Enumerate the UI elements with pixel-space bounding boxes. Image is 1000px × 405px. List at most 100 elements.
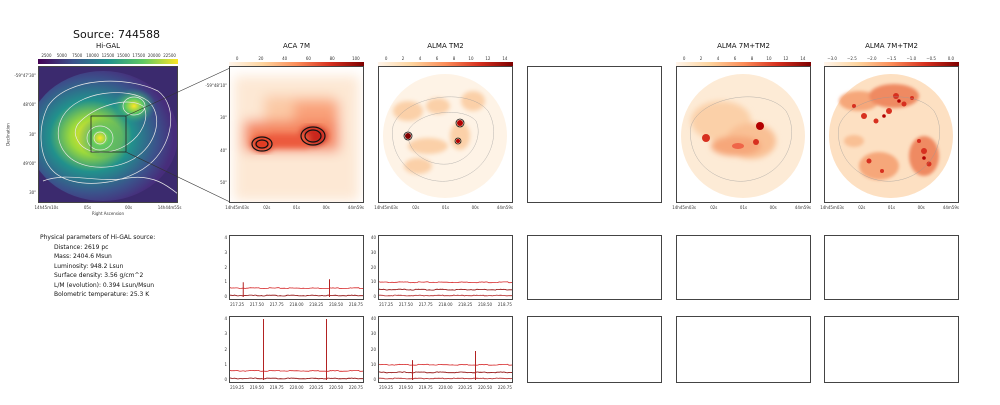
spec1-aca-ytick-0: 4: [224, 235, 227, 240]
spec1-aca-xtick-5: 218.50: [329, 302, 344, 307]
spec2-aca-xtick-3: 220.00: [289, 385, 304, 390]
cb-higal-tick-8: 22500: [163, 53, 176, 58]
higal-ytick-4: 30": [29, 190, 36, 195]
panel-title-almatm2: ALMA TM2: [427, 42, 464, 50]
panel-title-higal: Hi-GAL: [95, 42, 121, 50]
colorbar-higal: [38, 59, 178, 64]
aca-ytick-2: 40": [220, 147, 227, 153]
panel-title-combo: ALMA 7M+TM2: [717, 42, 770, 50]
y-ticks-higal: -59°47'30" 48'00" 30" 49'00" 30": [0, 66, 36, 203]
tm2-xtick-2: 01s: [441, 205, 450, 210]
spec2-aca-ytick-0: 4: [224, 316, 227, 321]
spec1-tm2-xtick-0: 217.25: [379, 302, 394, 307]
spec1-aca-ytick-4: 0: [224, 294, 227, 299]
x-ticks-spectrum-aca7m-row2: 219.25 219.50 219.75 220.00 220.25 220.50 220.…: [229, 385, 364, 391]
spec1-tm2-ytick-2: 20: [370, 264, 376, 270]
heatmap-combo: [676, 66, 811, 203]
spec1-tm2-xtick-3: 218.00: [438, 302, 453, 307]
cb-combo-tick-0: 0: [682, 56, 686, 61]
frame-combolog: [824, 66, 959, 203]
spectrum-aca7m-row2: [229, 319, 364, 380]
spectrum-series-0: [229, 287, 364, 290]
aca-xtick-1: 02s: [263, 205, 271, 210]
spec1-tm2-xtick-1: 217.50: [398, 302, 413, 307]
y-ticks-spectrum-aca7m-row1: 4 3 2 1 0: [219, 235, 227, 300]
x-ticks-spectrum-almatm2-row1: 217.25 217.50 217.75 218.00 218.25 218.50 218.…: [378, 302, 513, 308]
spec2-tm2-xtick-3: 220.00: [438, 385, 453, 390]
spectrum-series-2: [378, 377, 513, 380]
cb-aca-tick-5: 100: [352, 56, 360, 61]
panel-title-aca7m: ACA 7M: [282, 42, 311, 50]
spec2-aca-ytick-2: 2: [224, 346, 227, 352]
spec2-tm2-ytick-0: 40: [370, 316, 376, 321]
colorbar-ticks-combo: 0 2 4 6 8 10 12 14: [676, 56, 811, 61]
aca-xtick-4: 44m59s: [347, 205, 364, 210]
spec1-tm2-xtick-5: 218.50: [478, 302, 493, 307]
spec1-aca-ytick-1: 3: [224, 249, 227, 255]
spec1-tm2-ytick-4: 0: [373, 294, 376, 299]
y-ticks-spectrum-almatm2-row1: 40 30 20 10 0: [366, 235, 376, 300]
higal-xtick-3: 14h44m55s: [157, 205, 182, 210]
x-ticks-combolog: 14h45m03s 02s 01s 00s 44m59s: [820, 205, 959, 211]
spec1-aca-xtick-0: 217.25: [230, 302, 245, 307]
aca-ytick-0: -59°48'10": [205, 83, 227, 88]
log-xtick-3: 00s: [917, 205, 925, 210]
aca-ytick-3: 50": [220, 180, 227, 185]
spec1-aca-ytick-2: 2: [224, 264, 227, 270]
colorbar-combo: [676, 62, 811, 66]
x-ticks-combo: 14h45m03s 02s 01s 00s 44m59s: [672, 205, 811, 211]
combo-xtick-1: 02s: [710, 205, 718, 210]
spec1-tm2-ytick-1: 30: [370, 249, 376, 255]
x-ticks-almatm2: 14h45m03s 02s 01s 00s 44m59s: [374, 205, 513, 211]
spec2-tm2-ytick-2: 20: [370, 346, 376, 352]
cb-log-tick-6: 0.0: [947, 56, 955, 61]
spec2-tm2-ytick-1: 30: [370, 331, 376, 337]
source-title: Source: 744588: [73, 28, 160, 41]
cb-log-tick-5: −0.5: [926, 56, 936, 61]
frame-spectrum-almatm2-row1: [378, 235, 513, 300]
cb-higal-tick-2: 7500: [72, 53, 83, 58]
aca-xtick-3: 00s: [322, 205, 330, 210]
spec1-tm2-xtick-6: 218.75: [497, 302, 512, 307]
cb-combo-tick-5: 10: [766, 56, 772, 61]
empty-panel-1: [527, 66, 662, 203]
frame-higal: [38, 66, 178, 203]
colorbar-almatm2: [378, 62, 513, 66]
param-distance: Distance: 2619 pc: [54, 243, 109, 251]
spec2-tm2-xtick-0: 219.25: [379, 385, 394, 390]
spec2-aca-ytick-1: 3: [224, 331, 227, 337]
param-temperature: Bolometric temperature: 25.3 K: [54, 291, 150, 298]
cb-aca-tick-2: 40: [282, 56, 288, 61]
cb-higal-tick-6: 17500: [132, 53, 146, 58]
spec1-tm2-ytick-0: 40: [370, 235, 376, 240]
higal-ytick-0: -59°47'30": [14, 73, 36, 78]
spec2-aca-ytick-3: 1: [224, 361, 227, 367]
spec2-tm2-xtick-2: 219.75: [418, 385, 433, 390]
spec2-tm2-ytick-4: 0: [373, 377, 376, 382]
xlabel-higal: Right Ascension: [92, 211, 124, 216]
spec1-aca-ytick-3: 1: [224, 279, 227, 285]
cb-tm2-tick-0: 0: [384, 56, 388, 61]
cb-combo-tick-7: 14: [800, 56, 806, 61]
colorbar-aca7m: [229, 62, 364, 66]
cb-tm2-tick-5: 10: [468, 56, 474, 61]
spec2-tm2-xtick-5: 220.50: [478, 385, 493, 390]
cb-higal-tick-7: 20000: [147, 53, 161, 58]
heatmap-higal: [38, 66, 178, 203]
y-ticks-spectrum-almatm2-row2: 40 30 20 10 0: [366, 316, 376, 383]
x-ticks-spectrum-aca7m-row1: 217.25 217.50 217.75 218.00 218.25 218.50 218.…: [229, 302, 364, 308]
y-ticks-spectrum-aca7m-row2: 4 3 2 1 0: [219, 316, 227, 383]
spectrum-series-2: [378, 294, 513, 297]
tm2-xtick-4: 44m59s: [496, 205, 513, 210]
spec2-tm2-xtick-1: 219.50: [398, 385, 413, 390]
combo-xtick-0: 14h45m03s: [672, 205, 696, 210]
higal-ytick-3: 49'00": [22, 160, 36, 166]
higal-ytick-2: 30": [29, 131, 36, 137]
empty-spectrum-5: [676, 316, 811, 383]
heatmap-almatm2: [378, 66, 513, 203]
cb-aca-tick-4: 80: [329, 56, 335, 61]
spec2-aca-xtick-5: 220.50: [329, 385, 344, 390]
cb-aca-tick-0: 0: [235, 56, 239, 61]
empty-spectrum-4: [527, 316, 662, 383]
log-xtick-1: 02s: [858, 205, 866, 210]
